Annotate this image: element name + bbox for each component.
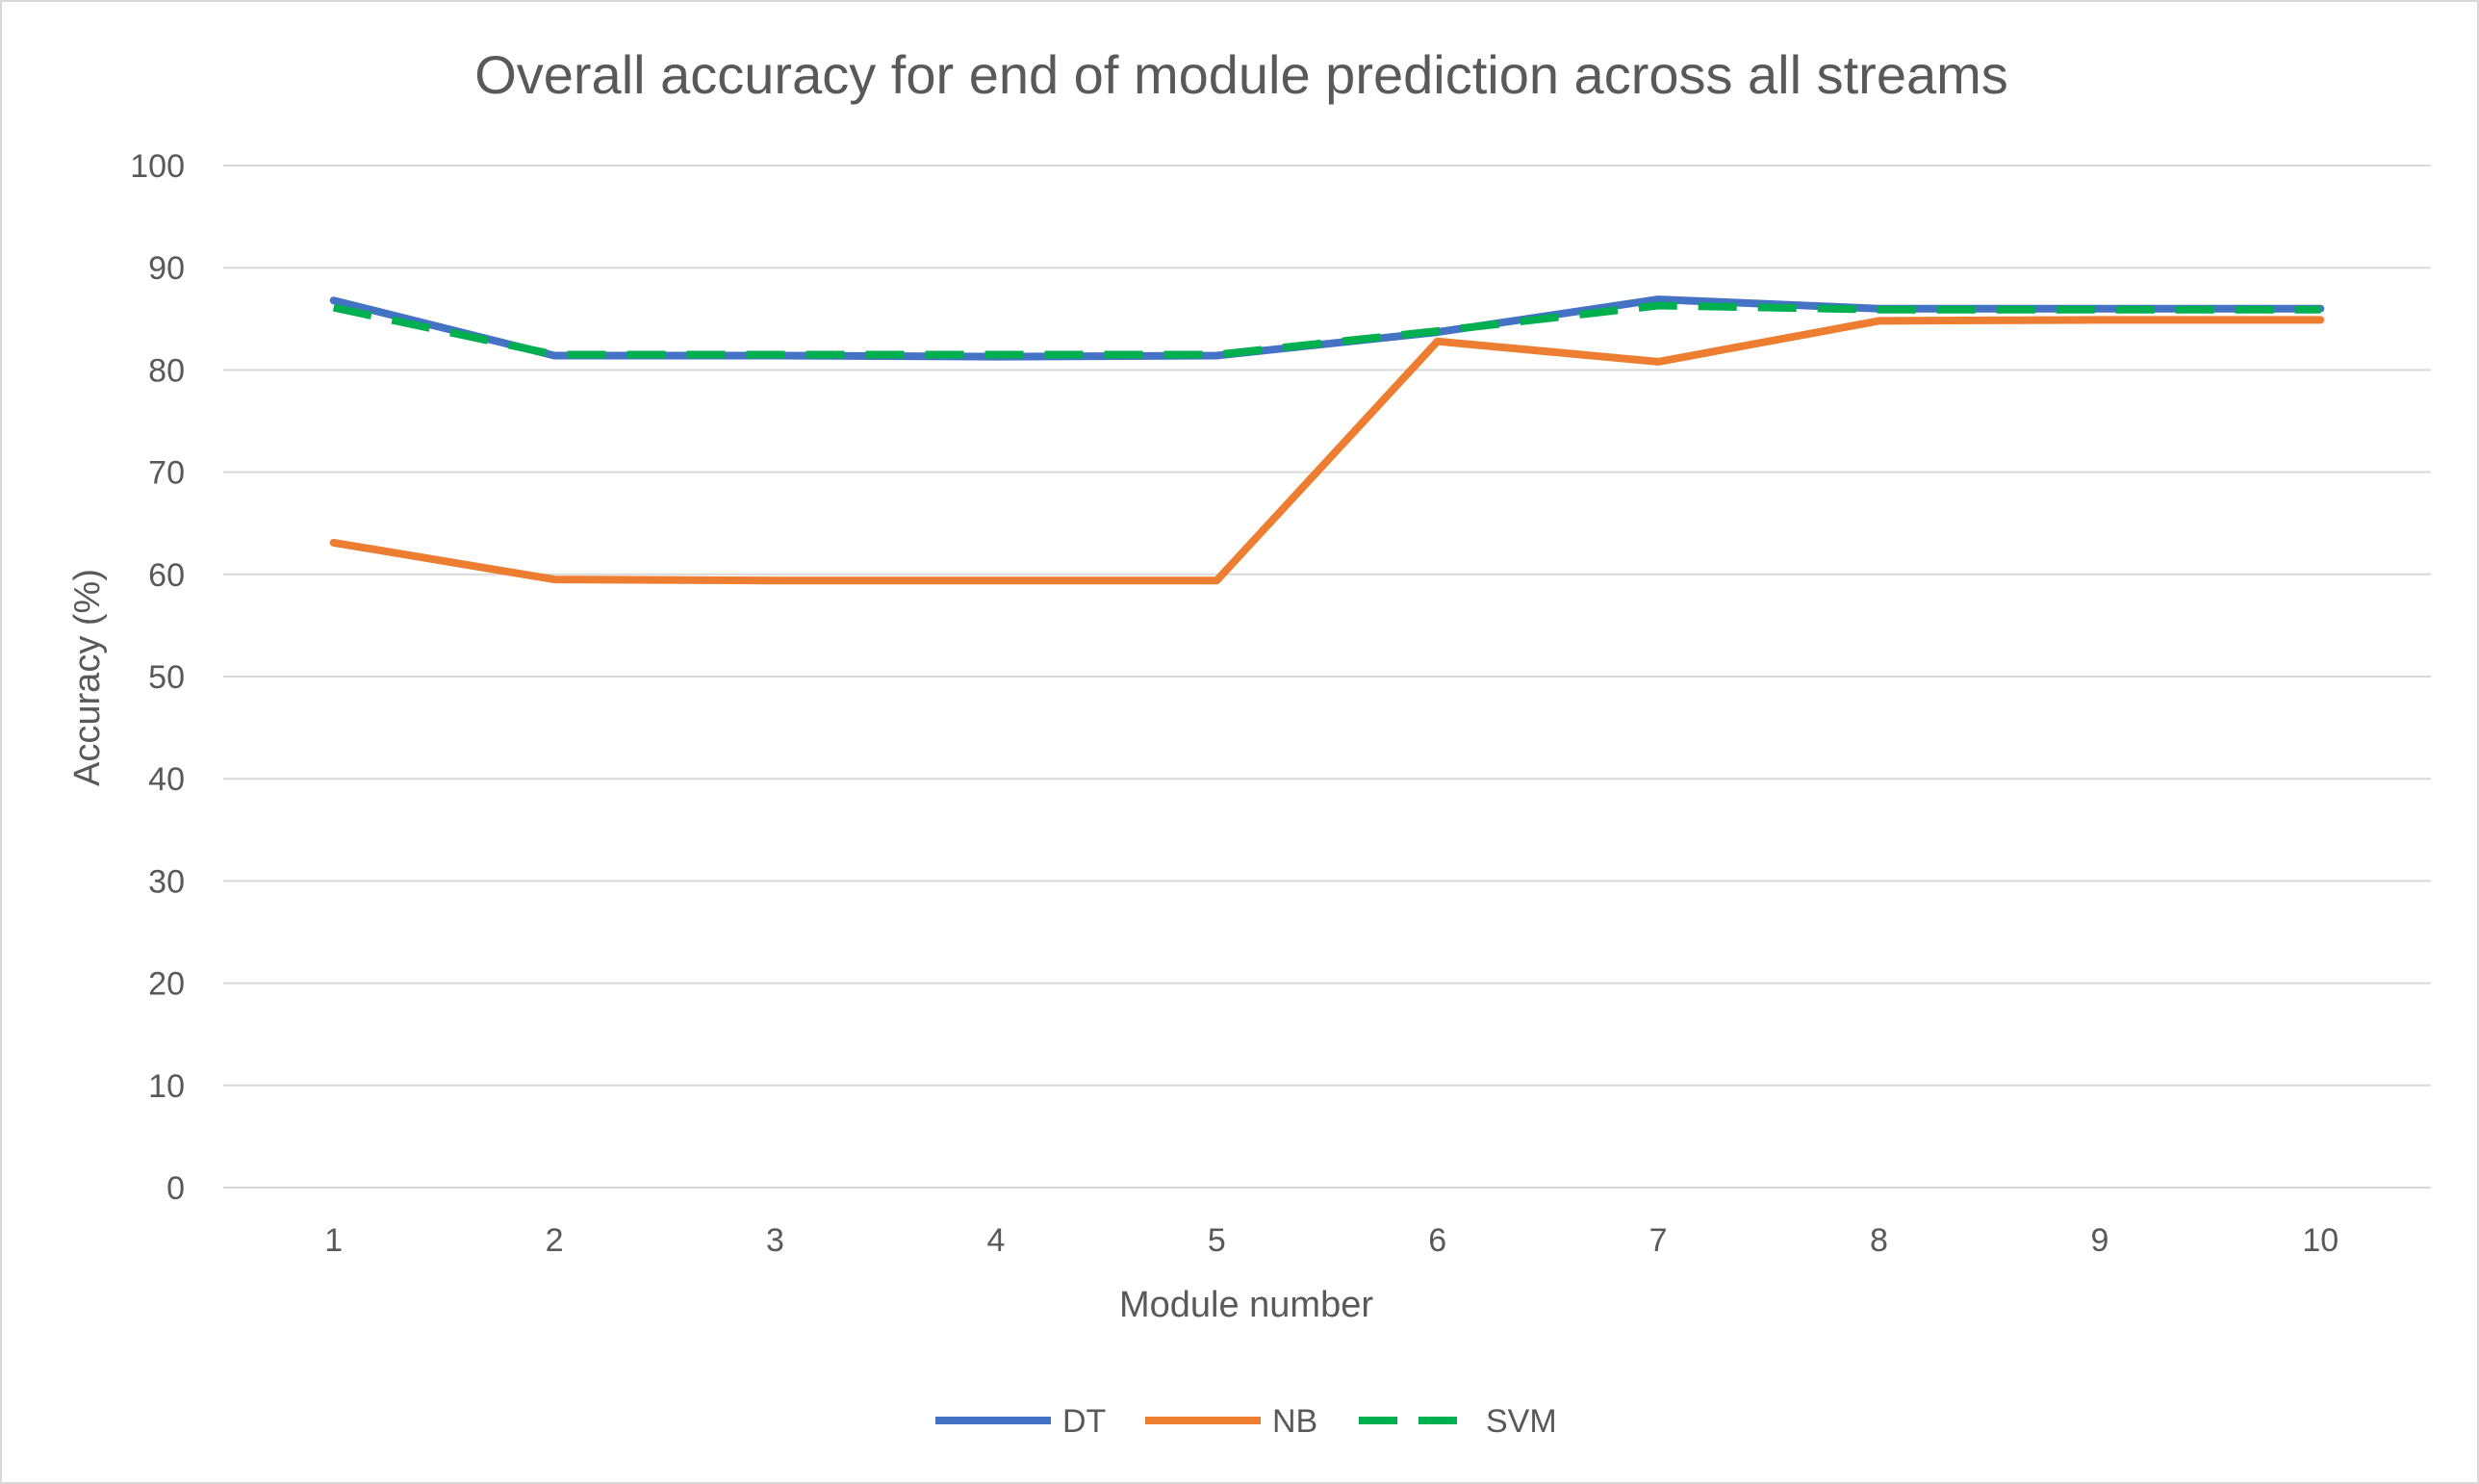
y-tick-label: 100 (130, 148, 185, 185)
chart-title: Overall accuracy for end of module predi… (474, 44, 2008, 105)
y-tick-label: 40 (148, 761, 185, 798)
legend-label: SVM (1486, 1403, 1557, 1440)
y-tick-label: 50 (148, 659, 185, 696)
y-axis-ticks: 0 10 20 30 40 50 60 70 80 90 100 (130, 148, 185, 1207)
x-tick-label: 9 (2090, 1222, 2108, 1259)
x-axis-title: Module number (1119, 1285, 1373, 1325)
x-tick-label: 6 (1428, 1222, 1446, 1259)
gridlines (223, 165, 2431, 1189)
x-tick-label: 3 (766, 1222, 784, 1259)
y-tick-label: 30 (148, 863, 185, 900)
y-tick-label: 80 (148, 352, 185, 389)
x-tick-label: 4 (986, 1222, 1005, 1259)
y-tick-label: 10 (148, 1068, 185, 1105)
y-tick-label: 0 (166, 1170, 185, 1207)
legend-label: NB (1272, 1403, 1317, 1440)
x-tick-label: 7 (1649, 1222, 1668, 1259)
legend: DT NB SVM (935, 1403, 1557, 1440)
x-tick-label: 2 (546, 1222, 564, 1259)
y-tick-label: 70 (148, 455, 185, 492)
series-line-svm (332, 301, 2321, 359)
y-tick-label: 90 (148, 250, 185, 287)
series-lines (329, 295, 2325, 585)
legend-label: DT (1062, 1403, 1106, 1440)
y-axis-title: Accuracy (%) (67, 569, 108, 786)
x-axis-ticks: 1 2 3 4 5 6 7 8 9 10 (324, 1222, 2338, 1259)
x-tick-label: 1 (324, 1222, 343, 1259)
y-tick-label: 60 (148, 557, 185, 594)
x-tick-label: 8 (1870, 1222, 1888, 1259)
series-line-nb (329, 316, 2325, 585)
y-tick-label: 20 (148, 966, 185, 1003)
x-tick-label: 5 (1208, 1222, 1226, 1259)
x-tick-label: 10 (2302, 1222, 2338, 1259)
